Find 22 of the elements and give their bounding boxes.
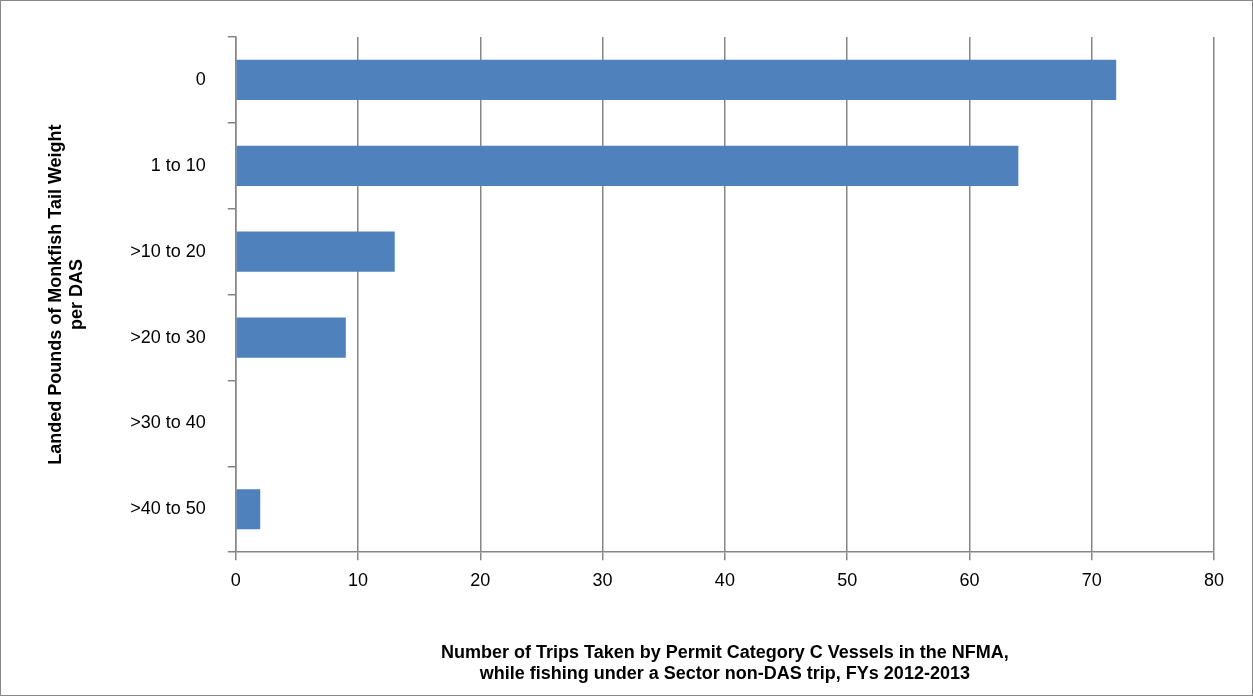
bar [236,489,261,530]
x-axis-title: Number of Trips Taken by Permit Category C Vessels in the NFMA, while fishing under a Sector non-DAS trip, FYs 2012-2013 [440,641,1009,684]
bar [236,231,395,272]
x-tick-label: 70 [1081,569,1102,590]
bar [236,317,346,358]
y-tick-label: >10 to 20 [130,240,206,261]
y-axis-title: Landed Pounds of Monkfish Tail Weight per DAS [44,124,87,465]
y-tick-label: 0 [195,68,206,89]
y-tick-label: >20 to 30 [130,326,206,347]
y-tick-label: 1 to 10 [150,154,206,175]
y-tick-label: >40 to 50 [130,498,206,519]
x-tick-label: 10 [348,569,369,590]
x-tick-label: 30 [592,569,613,590]
x-tick-label: 60 [959,569,980,590]
bar [236,59,1117,101]
x-tick-label: 80 [1203,569,1225,590]
x-tick-label: 0 [230,569,241,590]
y-tick-label: >30 to 40 [130,412,206,433]
x-tick-label: 50 [837,569,858,590]
x-tick-label: 40 [714,569,735,590]
bar [236,145,1019,186]
x-tick-label: 20 [470,569,491,590]
